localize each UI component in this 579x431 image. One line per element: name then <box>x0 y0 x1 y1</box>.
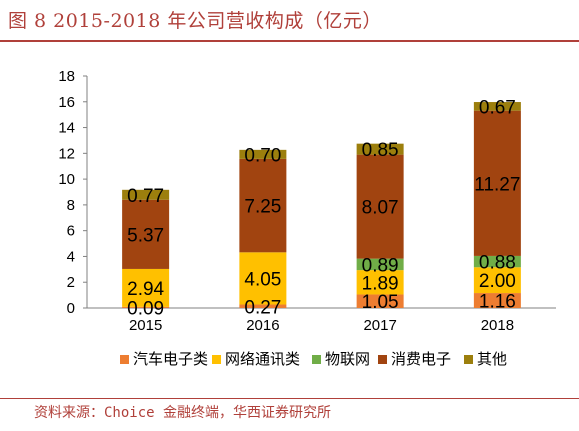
bar-segment <box>122 306 170 308</box>
y-tick-label: 18 <box>58 68 75 85</box>
data-label: 5.37 <box>127 225 164 246</box>
legend-swatch <box>212 355 221 364</box>
legend-label: 网络通讯类 <box>225 351 300 368</box>
bar-segment <box>356 294 404 308</box>
bar-segment <box>473 110 521 256</box>
legend-swatch <box>312 355 321 364</box>
data-label: 0.70 <box>244 145 281 166</box>
bar-segment <box>239 149 287 159</box>
bar-segment <box>473 267 521 294</box>
y-tick-label: 14 <box>58 120 75 137</box>
bar-segment <box>356 270 404 295</box>
legend-label: 其他 <box>477 351 507 368</box>
source-note: 资料来源：Choice 金融终端，华西证券研究所 <box>34 405 331 421</box>
y-tick-label: 6 <box>67 223 75 240</box>
y-tick-label: 12 <box>58 145 75 162</box>
data-label: 1.05 <box>362 292 399 313</box>
bar-segment <box>239 304 287 308</box>
data-label: 0.09 <box>127 298 164 319</box>
data-label: 0.89 <box>362 255 399 276</box>
data-label: 11.27 <box>474 174 520 195</box>
data-label: 0.77 <box>127 186 164 207</box>
x-tick-label: 2017 <box>363 317 396 334</box>
y-tick-label: 8 <box>67 197 75 214</box>
title-rule <box>0 40 579 42</box>
bar-segment <box>122 189 170 200</box>
legend-swatch <box>120 355 129 364</box>
data-label: 0.67 <box>479 97 516 118</box>
bar-segment <box>122 268 170 307</box>
data-label: 2.94 <box>127 279 164 300</box>
bar-segment <box>356 258 404 271</box>
y-tick-label: 10 <box>58 171 75 188</box>
x-tick-label: 2015 <box>129 317 162 334</box>
legend-label: 汽车电子类 <box>133 351 208 368</box>
bar-segment <box>356 143 404 155</box>
bar-segment <box>473 102 521 111</box>
data-label: 0.85 <box>362 140 399 161</box>
data-label: 4.05 <box>244 269 281 290</box>
bar-segment <box>473 293 521 308</box>
bar-segment <box>473 255 521 268</box>
data-label: 7.25 <box>244 197 281 218</box>
legend-label: 消费电子 <box>391 351 451 368</box>
y-tick-label: 4 <box>67 248 75 265</box>
bar-segment <box>122 199 170 269</box>
source-rule <box>0 398 579 399</box>
x-tick-label: 2018 <box>481 317 514 334</box>
data-label: 1.89 <box>362 273 399 294</box>
data-label: 1.16 <box>479 292 516 313</box>
data-label: 0.88 <box>479 253 516 274</box>
data-label: 2.00 <box>479 271 516 292</box>
data-label: 8.07 <box>362 198 399 219</box>
figure-title: 图 8 2015-2018 年公司营收构成（亿元） <box>8 10 382 32</box>
y-tick-label: 16 <box>58 94 75 111</box>
y-tick-label: 0 <box>67 300 75 317</box>
legend-swatch <box>378 355 387 364</box>
legend-label: 物联网 <box>325 351 370 368</box>
bar-segment <box>356 154 404 259</box>
bar-segment <box>239 158 287 253</box>
x-tick-label: 2016 <box>246 317 279 334</box>
legend-swatch <box>464 355 473 364</box>
data-label: 0.27 <box>244 297 281 318</box>
y-tick-label: 2 <box>67 274 75 291</box>
bar-segment <box>239 252 287 305</box>
